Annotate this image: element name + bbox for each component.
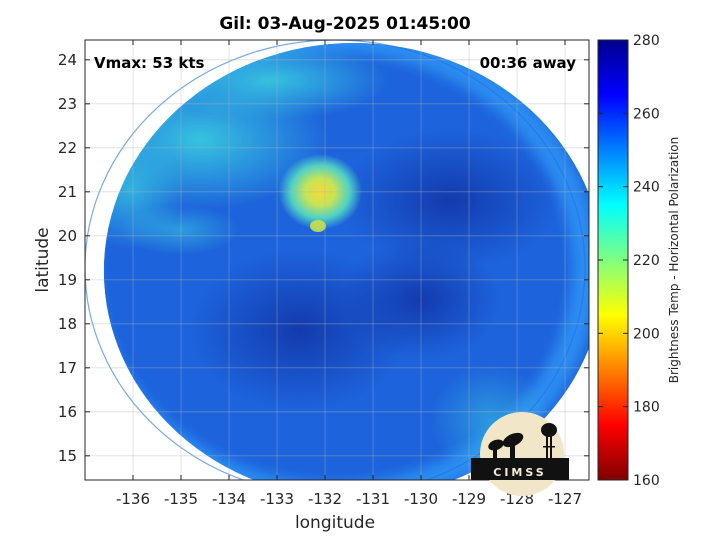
- colorbar-tick-label: 280: [633, 33, 660, 49]
- colorbar-tick-label: 240: [633, 180, 660, 196]
- satellite-dish-icon: [488, 432, 524, 458]
- water-tower-icon: [541, 423, 557, 458]
- colorbar-label: Brightness Temp - Horizontal Polarizatio…: [667, 137, 681, 384]
- x-tick-label: -131: [356, 490, 390, 508]
- cimss-logo: CIMSS: [471, 412, 569, 496]
- x-tick-label: -134: [212, 490, 246, 508]
- y-tick-label: 20: [58, 227, 77, 245]
- y-tick-label: 15: [58, 447, 77, 465]
- colorbar-tick-label: 160: [633, 473, 660, 489]
- x-tick-label: -130: [404, 490, 438, 508]
- y-tick-label: 23: [58, 95, 77, 113]
- colorbar-tick-label: 220: [633, 253, 660, 269]
- storm-core-warm-region: [278, 153, 363, 230]
- x-axis-label: longitude: [295, 513, 375, 533]
- y-tick-label: 18: [58, 315, 77, 333]
- latitude-ticks: 15 16 17 18 19 20 21 22 23 24: [58, 51, 589, 465]
- axes-frame: [84, 39, 590, 481]
- y-tick-label: 19: [58, 271, 77, 289]
- x-tick-label: -127: [548, 490, 582, 508]
- y-tick-label: 22: [58, 139, 77, 157]
- plot-title: Gil: 03-Aug-2025 01:45:00: [219, 14, 471, 34]
- colorbar-tick-label: 260: [633, 106, 660, 122]
- vmax-annotation: Vmax: 53 kts: [94, 54, 204, 72]
- logo-text: CIMSS: [493, 466, 546, 479]
- map-grid: [85, 40, 589, 480]
- colorbar-tick-label: 180: [633, 400, 660, 416]
- colorbar-ticks: 160 180 200 220 240 260 280: [598, 33, 660, 489]
- x-tick-label: -133: [260, 490, 294, 508]
- x-tick-label: -135: [164, 490, 198, 508]
- longitude-ticks: -136 -135 -134 -133 -132 -131 -130 -129 -128 -127: [116, 40, 582, 508]
- x-tick-label: -129: [452, 490, 486, 508]
- colorbar: 160 180 200 220 240 260 280 Brightness Temp - …: [597, 33, 681, 489]
- y-tick-label: 16: [58, 403, 77, 421]
- y-tick-label: 21: [58, 183, 77, 201]
- time-away-annotation: 00:36 away: [480, 54, 577, 72]
- x-tick-label: -136: [116, 490, 150, 508]
- colorbar-tick-label: 200: [633, 326, 660, 342]
- y-tick-label: 24: [58, 51, 77, 69]
- y-axis-label: latitude: [33, 227, 53, 292]
- y-tick-label: 17: [58, 359, 77, 377]
- x-tick-label: -132: [308, 490, 342, 508]
